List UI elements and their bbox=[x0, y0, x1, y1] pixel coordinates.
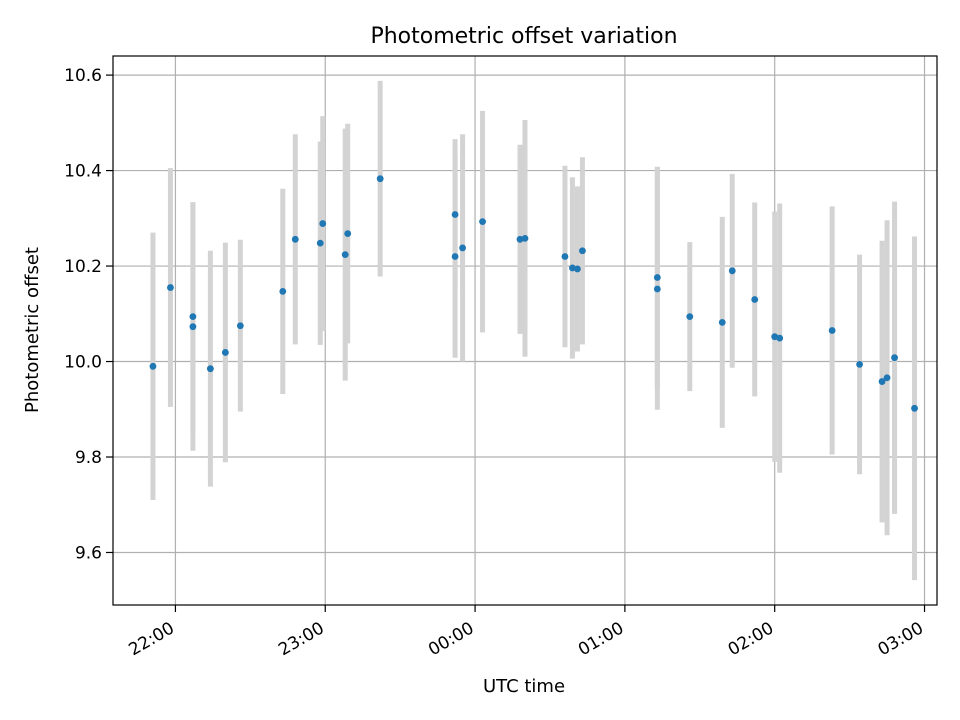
data-point bbox=[828, 327, 836, 334]
data-point bbox=[149, 362, 157, 370]
data-point bbox=[189, 323, 197, 331]
data-point bbox=[206, 365, 214, 373]
data-point bbox=[451, 253, 459, 260]
data-point bbox=[221, 349, 229, 356]
data-point bbox=[911, 404, 918, 412]
data-point bbox=[653, 274, 661, 281]
data-point bbox=[189, 313, 197, 321]
data-point bbox=[319, 220, 327, 227]
data-points bbox=[149, 175, 918, 412]
data-point bbox=[878, 378, 886, 385]
y-tick-label: 10.4 bbox=[64, 162, 102, 182]
data-point bbox=[316, 239, 324, 247]
data-point bbox=[344, 230, 352, 237]
data-point bbox=[579, 247, 586, 255]
data-point bbox=[751, 296, 759, 303]
y-axis-label: Photometric offset bbox=[22, 247, 43, 413]
data-point bbox=[459, 244, 466, 252]
data-point bbox=[341, 251, 349, 258]
data-point bbox=[686, 313, 694, 321]
y-tick-label: 10.0 bbox=[64, 353, 102, 373]
data-point bbox=[376, 175, 384, 183]
data-point bbox=[291, 235, 299, 243]
data-point bbox=[776, 334, 784, 342]
plot-frame bbox=[112, 55, 938, 606]
data-point bbox=[718, 318, 726, 326]
data-point bbox=[561, 253, 569, 260]
data-point bbox=[728, 267, 736, 275]
y-tick-label: 9.8 bbox=[75, 448, 102, 468]
data-point bbox=[883, 374, 891, 382]
data-point bbox=[236, 322, 244, 330]
data-point bbox=[451, 211, 459, 218]
chart-title: Photometric offset variation bbox=[370, 24, 677, 49]
x-axis-label: UTC time bbox=[483, 676, 565, 697]
data-point bbox=[891, 354, 898, 362]
data-point bbox=[856, 360, 863, 368]
data-point bbox=[479, 218, 486, 226]
y-tick-label: 10.2 bbox=[64, 257, 102, 277]
data-point bbox=[521, 234, 529, 242]
data-point bbox=[279, 287, 287, 295]
data-point bbox=[574, 265, 581, 273]
y-tick-label: 9.6 bbox=[75, 543, 102, 563]
data-point bbox=[167, 284, 174, 291]
y-tick-label: 10.6 bbox=[64, 66, 102, 86]
data-point bbox=[653, 285, 661, 293]
